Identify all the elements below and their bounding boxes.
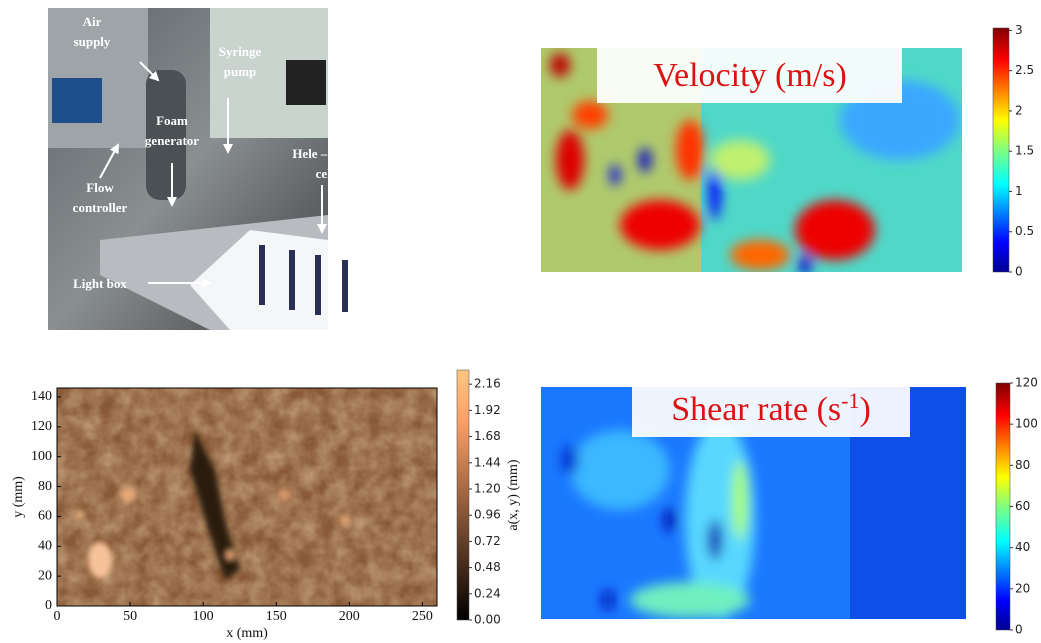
tick-label: 2.16: [474, 377, 501, 391]
tick-label: 40: [1015, 540, 1030, 554]
photo-label: Hele –Shaw: [292, 146, 358, 161]
tick-label: 0.24: [474, 586, 501, 600]
photo-label: Foam: [156, 113, 188, 128]
title-sup: -1: [841, 388, 859, 413]
photo-label: Syringe: [219, 44, 262, 59]
y-axis-label: y (mm): [11, 476, 26, 518]
title-text: Shear rate (s: [671, 391, 841, 428]
aperture-colorbar: [457, 370, 469, 620]
y-tick-label: 100: [31, 449, 52, 464]
tick-label: 3: [1015, 23, 1023, 37]
title-end: ): [859, 391, 870, 428]
photo-label: Light box: [73, 276, 127, 291]
y-tick-label: 140: [31, 389, 52, 404]
shear-colorbar: [996, 383, 1010, 630]
velocity-title: Velocity (m/s): [653, 57, 847, 94]
y-tick-label: 60: [38, 509, 52, 524]
photo-label: Air: [83, 14, 102, 29]
tick-label: 0: [1015, 623, 1023, 637]
x-tick-label: 100: [193, 609, 214, 624]
tick-label: 0: [1015, 265, 1023, 279]
tick-label: 0.72: [474, 534, 501, 548]
y-tick-label: 40: [38, 538, 52, 553]
x-axis-label: x (mm): [226, 626, 268, 641]
velocity-colorbar: [993, 28, 1009, 272]
photo-label: cell: [316, 166, 335, 181]
tick-label: 2.5: [1015, 63, 1034, 77]
tick-label: 80: [1015, 458, 1030, 472]
photo-label: controller: [73, 200, 128, 215]
photo-label: transducer: [378, 138, 439, 153]
tick-label: 120: [1015, 376, 1038, 390]
x-tick-label: 50: [123, 609, 137, 624]
tick-label: 1.92: [474, 403, 501, 417]
y-tick-label: 0: [45, 598, 52, 613]
tick-label: 0.00: [474, 613, 501, 627]
x-tick-label: 150: [266, 609, 287, 624]
tick-label: 1: [1015, 184, 1023, 198]
tick-label: 1.20: [474, 481, 501, 495]
colorbar-label: a(x, y) (mm): [506, 459, 521, 530]
x-tick-label: 200: [339, 609, 360, 624]
tick-label: 1.44: [474, 455, 501, 469]
y-tick-label: 120: [31, 419, 52, 434]
figure: Velocity (m/s) x (mm) y (mm) a(x, y) (mm…: [0, 0, 1041, 643]
y-tick-label: 20: [38, 568, 52, 583]
tick-label: 2: [1015, 103, 1023, 117]
tick-label: 100: [1015, 417, 1038, 431]
shear-title: Shear rate (s-1): [671, 388, 871, 428]
tick-label: 1.68: [474, 429, 501, 443]
tick-label: 0.48: [474, 560, 501, 574]
photo-label: Pressure: [384, 118, 432, 133]
photo-label: supply: [74, 34, 111, 49]
tick-label: 0.5: [1015, 224, 1034, 238]
x-tick-label: 250: [412, 609, 433, 624]
photo-label: pump: [224, 64, 257, 79]
aperture-map: [57, 388, 437, 606]
tick-label: 20: [1015, 581, 1030, 595]
tick-label: 1.5: [1015, 144, 1034, 158]
tick-label: 0.96: [474, 508, 501, 522]
photo-label: Camera: [390, 50, 435, 65]
y-tick-label: 80: [38, 479, 52, 494]
photo-label: generator: [145, 133, 199, 148]
photo-label: Flow: [86, 180, 114, 195]
tick-label: 60: [1015, 499, 1030, 513]
x-tick-label: 0: [54, 609, 61, 624]
